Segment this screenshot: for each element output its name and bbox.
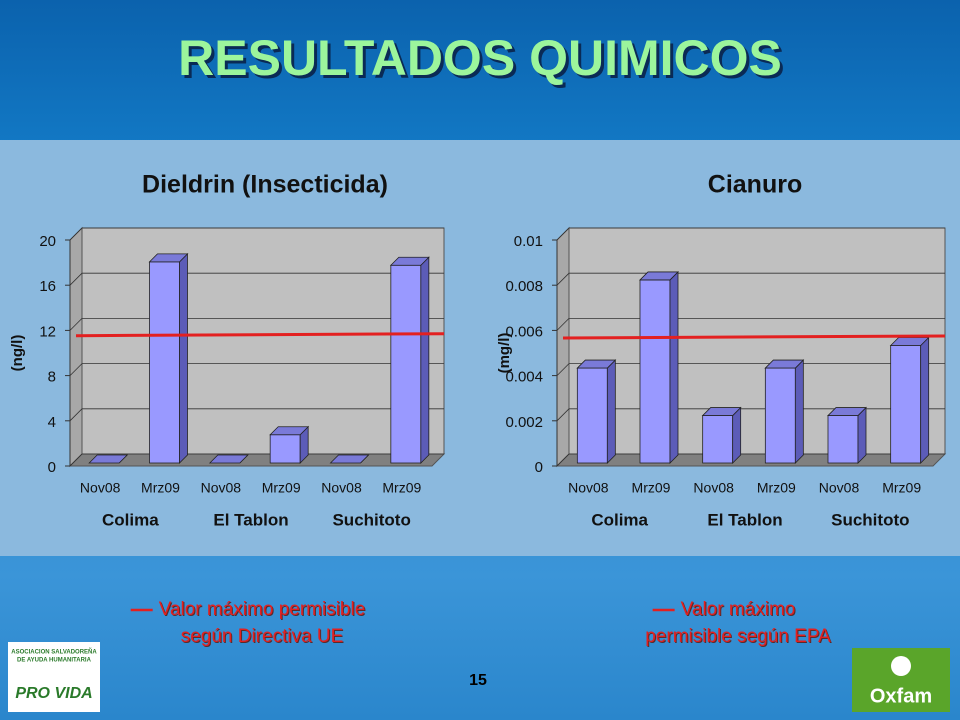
x-tick-label: Mrz09 xyxy=(882,480,921,496)
bar-side xyxy=(669,270,679,464)
group-label: El Tablon xyxy=(213,510,288,529)
bar-top xyxy=(639,271,679,281)
bar-top xyxy=(701,407,742,416)
bar xyxy=(827,415,859,464)
x-tick-label: Mrz09 xyxy=(757,480,796,496)
group-label: Suchitoto xyxy=(831,510,909,529)
x-tick-label: Mrz09 xyxy=(382,480,421,496)
bar xyxy=(639,279,671,464)
bar-top xyxy=(88,454,129,464)
grid-line xyxy=(69,363,444,376)
bar-top xyxy=(329,454,370,464)
title-shadow: RESULTADOS QUIMICOS xyxy=(181,33,785,89)
bar-side xyxy=(420,256,430,464)
logo-text: ASOCIACION SALVADOREÑA xyxy=(11,649,97,656)
y-tick-label: 20 xyxy=(39,233,56,250)
bar-side xyxy=(732,406,742,464)
x-tick-label: Nov08 xyxy=(201,480,242,496)
grid-line xyxy=(556,363,945,376)
back-wall xyxy=(568,227,946,455)
bar-side xyxy=(794,359,804,464)
x-tick-label: Nov08 xyxy=(568,480,609,496)
floor xyxy=(555,453,947,467)
bar xyxy=(390,264,422,464)
y-tick-label: 4 xyxy=(48,414,56,431)
grid-line xyxy=(69,453,444,467)
bar-side xyxy=(920,336,930,464)
y-tick-label: 12 xyxy=(39,323,56,340)
bar-side xyxy=(179,252,188,464)
bar xyxy=(890,345,922,464)
logo-text: DE AYUDA HUMANITARIA xyxy=(17,658,92,664)
bar-top xyxy=(576,359,617,369)
y-tick-label: 0 xyxy=(48,459,56,476)
grid-line xyxy=(556,317,945,331)
bar-top xyxy=(269,426,310,436)
y-tick-label: 0.008 xyxy=(505,278,543,295)
x-tick-label: Mrz09 xyxy=(632,480,671,496)
y-tick-label: 0 xyxy=(535,459,543,476)
threshold-line xyxy=(75,332,445,338)
legend-text: Valor máximo xyxy=(681,599,796,620)
bar-top xyxy=(148,253,189,263)
page-number: 15 xyxy=(469,672,487,689)
x-tick-label: Mrz09 xyxy=(262,480,301,496)
legend-text: permisible según EPA xyxy=(645,626,831,647)
bar-side xyxy=(606,359,616,464)
bar-top xyxy=(389,256,430,266)
threshold-line xyxy=(562,334,946,340)
bar xyxy=(702,415,734,464)
x-tick-label: Nov08 xyxy=(321,480,362,496)
grid-line xyxy=(69,272,444,286)
x-tick-label: Nov08 xyxy=(80,480,121,496)
y-tick-label: 16 xyxy=(39,278,56,295)
grid-line xyxy=(556,408,945,422)
group-label: El Tablon xyxy=(707,510,782,529)
grid-line xyxy=(556,453,945,467)
back-wall xyxy=(81,227,445,455)
chart-title: Dieldrin (Insecticida) xyxy=(142,171,388,199)
slide-title: RESULTADOS QUIMICOS xyxy=(178,30,782,86)
grid-line xyxy=(556,272,945,286)
y-tick-label: 0.01 xyxy=(514,233,543,250)
legend-shadow: Valor máximo permisible xyxy=(160,600,367,621)
x-tick-label: Nov08 xyxy=(693,480,734,496)
group-label: Colima xyxy=(591,510,648,529)
y-tick-label: 0.004 xyxy=(505,369,543,386)
bar xyxy=(149,261,180,464)
y-tick-label: 0.002 xyxy=(505,414,543,431)
logo-name: Oxfam xyxy=(870,685,932,707)
grid-line xyxy=(69,408,444,422)
logo-left xyxy=(8,642,100,712)
x-tick-label: Nov08 xyxy=(819,480,860,496)
group-label: Colima xyxy=(102,510,159,529)
legend-shadow: Valor máximo xyxy=(682,600,797,621)
x-tick-label: Mrz09 xyxy=(141,480,180,496)
logo-name: PRO VIDA xyxy=(15,685,92,702)
grid-line xyxy=(556,227,945,241)
bar-top xyxy=(827,407,867,416)
legend-text: según Directiva UE xyxy=(181,626,344,647)
legend-shadow: según Directiva UE xyxy=(182,627,345,648)
bar xyxy=(576,367,608,464)
y-axis-label: (ng/l) xyxy=(9,335,26,372)
y-tick-label: 8 xyxy=(48,369,56,386)
bar xyxy=(269,434,301,464)
bar-top xyxy=(208,454,249,464)
grid-line xyxy=(69,317,444,331)
side-wall xyxy=(69,226,83,468)
logo-icon xyxy=(891,656,911,676)
chart-title: Cianuro xyxy=(708,171,802,199)
grid-line xyxy=(69,227,444,241)
legend-text: Valor máximo permisible xyxy=(159,599,366,620)
y-tick-label: 0.006 xyxy=(505,323,543,340)
bar-top xyxy=(764,359,805,369)
y-axis-label: (mg/l) xyxy=(496,333,513,374)
side-wall xyxy=(556,226,570,468)
legend-shadow: permisible según EPA xyxy=(646,627,832,648)
bar xyxy=(764,367,796,464)
group-label: Suchitoto xyxy=(332,510,410,529)
bar-side xyxy=(857,406,867,464)
